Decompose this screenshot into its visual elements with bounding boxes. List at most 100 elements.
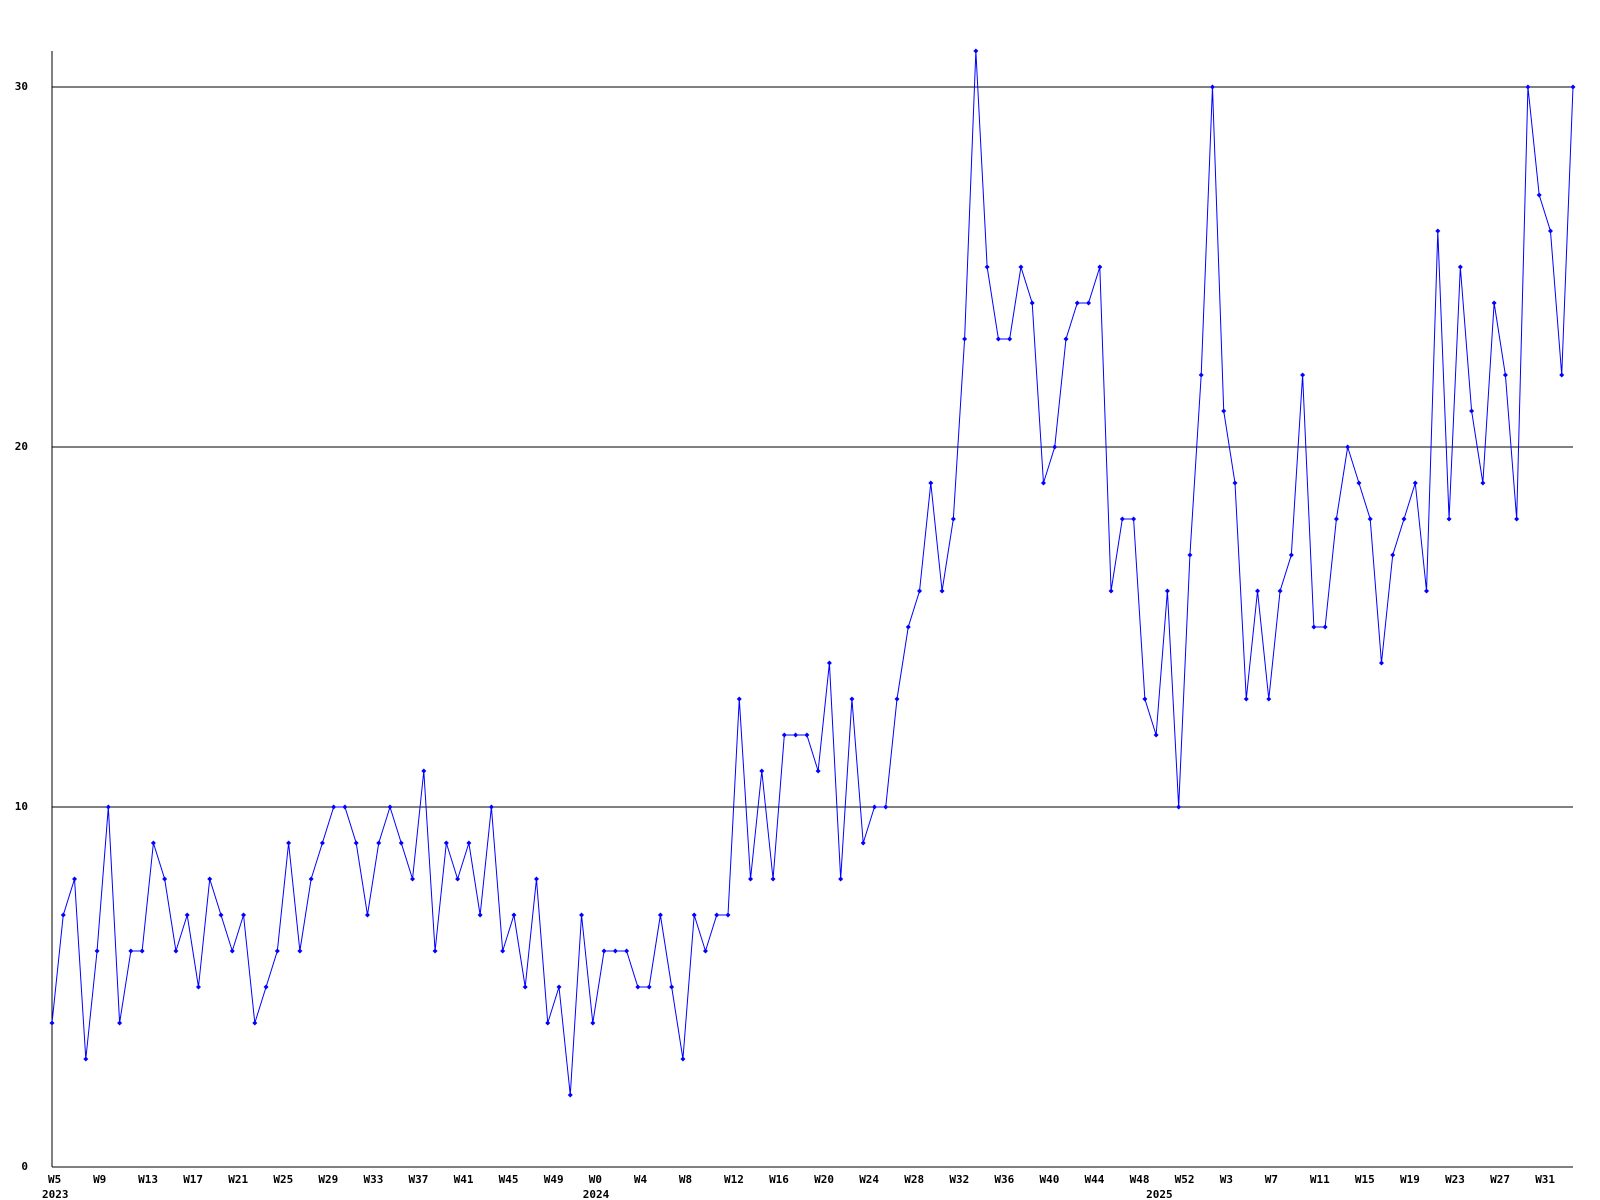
data-point: [1243, 696, 1249, 702]
data-point: [398, 840, 404, 846]
data-point: [353, 840, 359, 846]
data-point: [207, 876, 213, 882]
x-tick-label: W7: [1265, 1173, 1278, 1186]
data-point: [950, 516, 956, 522]
x-tick-label: W31: [1535, 1173, 1555, 1186]
data-point: [1333, 516, 1339, 522]
data-point: [883, 804, 889, 810]
data-point: [342, 804, 348, 810]
x-tick-label: W9: [93, 1173, 106, 1186]
data-point: [1018, 264, 1024, 270]
x-tick-label: W28: [904, 1173, 924, 1186]
data-point: [973, 48, 979, 54]
data-point: [1153, 732, 1159, 738]
data-point: [984, 264, 990, 270]
data-point: [680, 1056, 686, 1062]
data-point: [1097, 264, 1103, 270]
x-tick-label: W44: [1085, 1173, 1105, 1186]
data-point: [1401, 516, 1407, 522]
data-point: [601, 948, 607, 954]
data-point: [1187, 552, 1193, 558]
x-tick-label: W13: [138, 1173, 158, 1186]
data-point: [657, 912, 663, 918]
x-tick-label: W33: [363, 1173, 383, 1186]
data-point: [1221, 408, 1227, 414]
data-point: [1176, 804, 1182, 810]
data-point: [567, 1092, 573, 1098]
data-point: [917, 588, 923, 594]
data-point: [432, 948, 438, 954]
data-point: [1559, 372, 1565, 378]
data-point: [263, 984, 269, 990]
data-point: [195, 984, 201, 990]
data-point: [939, 588, 945, 594]
data-point: [286, 840, 292, 846]
y-tick-label: 20: [15, 440, 28, 453]
data-point: [49, 1020, 55, 1026]
data-point: [871, 804, 877, 810]
data-point: [1040, 480, 1046, 486]
data-point: [1457, 264, 1463, 270]
data-point: [218, 912, 224, 918]
year-label: 2025: [1146, 1188, 1173, 1200]
x-tick-label: W36: [994, 1173, 1014, 1186]
x-tick-label: W5: [48, 1173, 61, 1186]
data-point: [331, 804, 337, 810]
data-point: [1491, 300, 1497, 306]
data-point: [387, 804, 393, 810]
x-tick-label: W15: [1355, 1173, 1375, 1186]
data-point: [736, 696, 742, 702]
data-point: [162, 876, 168, 882]
data-point: [635, 984, 641, 990]
data-point: [579, 912, 585, 918]
data-point: [646, 984, 652, 990]
x-tick-label: W12: [724, 1173, 744, 1186]
x-tick-label: W23: [1445, 1173, 1465, 1186]
data-point: [410, 876, 416, 882]
data-point: [1378, 660, 1384, 666]
data-point: [1266, 696, 1272, 702]
data-point: [477, 912, 483, 918]
data-point: [241, 912, 247, 918]
data-point: [826, 660, 832, 666]
data-point: [556, 984, 562, 990]
x-tick-label: W3: [1220, 1173, 1233, 1186]
data-point: [1119, 516, 1125, 522]
data-point: [1209, 84, 1215, 90]
data-point: [1536, 192, 1542, 198]
data-point: [1288, 552, 1294, 558]
data-point: [173, 948, 179, 954]
year-label: 2024: [583, 1188, 610, 1200]
data-point: [748, 876, 754, 882]
data-point: [804, 732, 810, 738]
data-point: [781, 732, 787, 738]
data-point: [1277, 588, 1283, 594]
data-point: [1322, 624, 1328, 630]
data-point: [139, 948, 145, 954]
data-point: [860, 840, 866, 846]
data-point: [928, 480, 934, 486]
data-point: [1131, 516, 1137, 522]
data-point: [297, 948, 303, 954]
x-tick-label: W32: [949, 1173, 969, 1186]
x-tick-label: W0: [589, 1173, 602, 1186]
data-point: [274, 948, 280, 954]
data-point: [376, 840, 382, 846]
data-point: [1570, 84, 1576, 90]
data-point: [1029, 300, 1035, 306]
data-point: [1356, 480, 1362, 486]
data-point: [1424, 588, 1430, 594]
data-point: [1255, 588, 1261, 594]
data-point: [905, 624, 911, 630]
data-point: [793, 732, 799, 738]
data-point: [815, 768, 821, 774]
data-point: [849, 696, 855, 702]
data-point: [1446, 516, 1452, 522]
x-tick-label: W37: [409, 1173, 429, 1186]
year-label: 2023: [42, 1188, 69, 1200]
data-point: [94, 948, 100, 954]
data-point: [1547, 228, 1553, 234]
x-tick-label: W19: [1400, 1173, 1420, 1186]
data-point: [1198, 372, 1204, 378]
data-point: [1007, 336, 1013, 342]
